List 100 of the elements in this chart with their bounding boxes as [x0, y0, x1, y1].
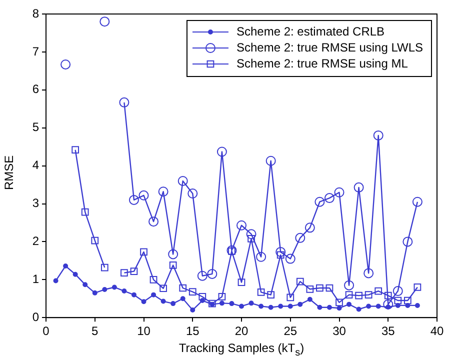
point — [141, 299, 146, 304]
point — [138, 190, 149, 200]
point — [188, 188, 198, 199]
point — [392, 286, 403, 296]
point — [151, 292, 156, 298]
point — [226, 245, 237, 256]
x-tick-label: 0 — [42, 324, 50, 338]
point — [228, 248, 236, 255]
point — [258, 304, 264, 309]
point — [248, 234, 255, 242]
point — [190, 308, 196, 313]
legend-label: Scheme 2: true RMSE using LWLS — [236, 40, 424, 54]
point — [60, 59, 71, 70]
legend-label: Scheme 2: estimated CRLB — [236, 24, 385, 38]
point — [82, 282, 88, 288]
point — [257, 288, 265, 296]
point — [307, 296, 312, 302]
point — [276, 246, 286, 257]
y-tick-label: 2 — [32, 234, 40, 248]
point — [346, 302, 352, 307]
point — [180, 296, 186, 302]
legend-label: Scheme 2: true RMSE using ML — [236, 56, 408, 70]
point — [356, 306, 362, 312]
point — [326, 304, 332, 310]
y-tick-label: 0 — [32, 310, 40, 324]
point — [72, 272, 78, 277]
point — [344, 280, 354, 290]
point — [414, 302, 420, 308]
point — [200, 298, 205, 304]
point — [160, 298, 166, 304]
point — [314, 196, 325, 207]
point — [197, 270, 208, 281]
point — [412, 196, 422, 207]
point — [229, 301, 234, 306]
x-tick-label: 5 — [92, 324, 99, 338]
point — [326, 284, 334, 292]
point — [384, 292, 392, 300]
point — [364, 291, 372, 299]
point — [188, 288, 196, 296]
point — [120, 269, 128, 276]
point — [119, 97, 130, 108]
point — [354, 182, 364, 192]
point — [168, 249, 178, 260]
point — [317, 304, 322, 310]
point — [336, 306, 342, 311]
point — [72, 146, 80, 154]
point — [364, 268, 374, 278]
point — [178, 176, 188, 186]
point — [334, 187, 344, 198]
point — [268, 304, 274, 310]
point — [150, 276, 158, 284]
point — [239, 304, 244, 309]
point — [324, 193, 334, 204]
point — [402, 236, 413, 247]
point — [288, 304, 293, 309]
point — [112, 284, 117, 290]
point — [256, 252, 266, 262]
point — [278, 304, 284, 309]
point — [179, 284, 187, 292]
point — [140, 248, 148, 256]
point — [207, 268, 218, 279]
point — [53, 278, 58, 284]
point — [81, 208, 89, 216]
point — [355, 292, 362, 300]
point — [267, 291, 275, 299]
point — [286, 294, 294, 302]
point — [91, 236, 99, 244]
point — [219, 300, 224, 306]
x-tick-label: 25 — [284, 324, 298, 338]
x-axis-title: Tracking Samples (kT$_{s}$) — [178, 341, 306, 360]
y-tick-label: 6 — [32, 82, 40, 96]
y-tick-label: 3 — [32, 196, 40, 210]
point — [92, 290, 98, 296]
y-tick-label: 1 — [32, 272, 40, 286]
point — [102, 287, 108, 292]
point — [63, 263, 68, 268]
point — [131, 292, 136, 298]
y-tick-label: 4 — [32, 158, 40, 172]
point — [198, 293, 206, 300]
point — [285, 254, 296, 264]
point — [158, 186, 168, 197]
x-tick-label: 40 — [430, 324, 444, 338]
x-tick-label: 15 — [186, 324, 200, 338]
point — [276, 251, 284, 259]
x-tick-label: 35 — [381, 324, 396, 338]
point — [295, 232, 306, 243]
point — [218, 293, 226, 300]
point — [122, 288, 127, 294]
y-axis-title: RMSE — [2, 154, 16, 190]
point — [304, 222, 315, 233]
point — [316, 284, 324, 292]
point — [383, 299, 394, 310]
point — [216, 146, 227, 157]
point — [128, 194, 139, 205]
point — [266, 156, 276, 166]
y-tick-label: 8 — [32, 6, 40, 20]
point — [169, 262, 177, 269]
point — [374, 287, 382, 295]
point — [100, 16, 110, 27]
point — [345, 291, 353, 299]
